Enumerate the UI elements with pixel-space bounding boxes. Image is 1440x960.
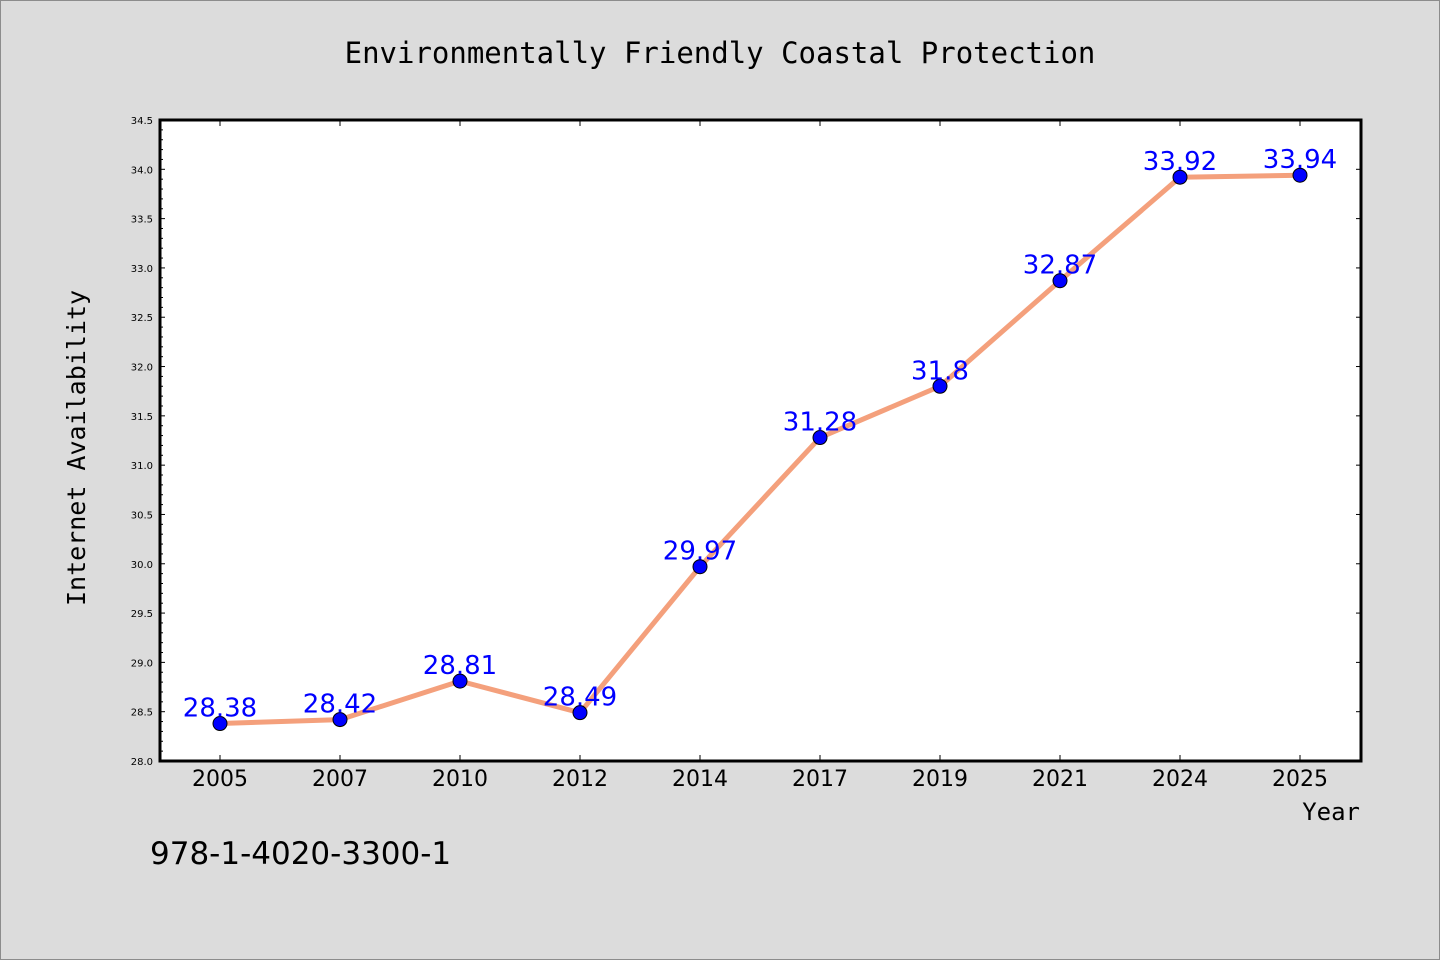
data-label: 33.92: [1143, 147, 1217, 177]
plot-area: [160, 120, 1361, 761]
x-tick-label: 2019: [912, 767, 968, 792]
x-axis-ticks: 2005 2007 2010 2012 2014 2017 2019 2021 2024 2025: [192, 120, 1328, 792]
data-point: [212, 716, 228, 732]
x-tick-label: 2017: [792, 767, 848, 792]
series-line: [217, 172, 1303, 727]
y-axis-label: Internet Availability: [62, 290, 91, 606]
data-label: 28.81: [423, 651, 497, 681]
y-tick-label: 30.0: [131, 560, 153, 571]
isbn-text: 978-1-4020-3300-1: [150, 836, 451, 872]
data-label: 29.97: [663, 537, 737, 567]
data-label: 33.94: [1263, 145, 1337, 175]
x-tick-label: 2010: [432, 767, 488, 792]
data-point: [1172, 169, 1188, 185]
x-tick-label: 2012: [552, 767, 608, 792]
y-tick-label: 34.5: [131, 116, 153, 127]
data-point: [1292, 167, 1308, 183]
data-point: [452, 673, 468, 689]
x-tick-label: 2007: [312, 767, 368, 792]
data-point: [332, 712, 348, 728]
data-label: 28.42: [303, 690, 377, 720]
data-label: 28.38: [183, 694, 257, 724]
y-tick-label: 29.0: [131, 658, 153, 669]
y-tick-label: 33.0: [131, 264, 153, 275]
data-point: [572, 705, 588, 721]
data-point-group: [212, 167, 1308, 732]
data-label-group: 28.38 28.42 28.81 28.49 29.97 31.28 31.8 32.87 3…: [183, 145, 1337, 723]
y-tick-label: 29.5: [131, 609, 153, 620]
x-tick-label: 2025: [1272, 767, 1328, 792]
data-label: 31.28: [783, 408, 857, 438]
y-tick-label: 28.5: [131, 708, 153, 719]
chart-title: Environmentally Friendly Coastal Protect…: [345, 36, 1096, 70]
y-tick-label: 28.0: [131, 757, 153, 768]
x-tick-label: 2021: [1032, 767, 1088, 792]
y-tick-label: 31.0: [131, 461, 153, 472]
x-tick-label: 2005: [192, 767, 248, 792]
y-tick-label: 32.0: [131, 363, 153, 374]
x-tick-label: 2024: [1152, 767, 1208, 792]
data-point: [692, 559, 708, 575]
y-tick-label: 31.5: [131, 412, 153, 423]
y-tick-label: 30.5: [131, 510, 153, 521]
y-tick-label: 33.5: [131, 215, 153, 226]
data-label: 28.49: [543, 683, 617, 713]
plot-border: [158, 118, 1363, 763]
series-line-group: [217, 172, 1303, 727]
data-label: 31.8: [911, 356, 969, 386]
data-point: [932, 378, 948, 394]
x-tick-label: 2014: [672, 767, 728, 792]
data-label: 32.87: [1023, 251, 1097, 281]
y-tick-label: 32.5: [131, 313, 153, 324]
data-point: [1052, 273, 1068, 289]
x-axis-label: Year: [1302, 798, 1360, 826]
data-point: [812, 430, 828, 446]
y-tick-label: 34.0: [131, 165, 153, 176]
